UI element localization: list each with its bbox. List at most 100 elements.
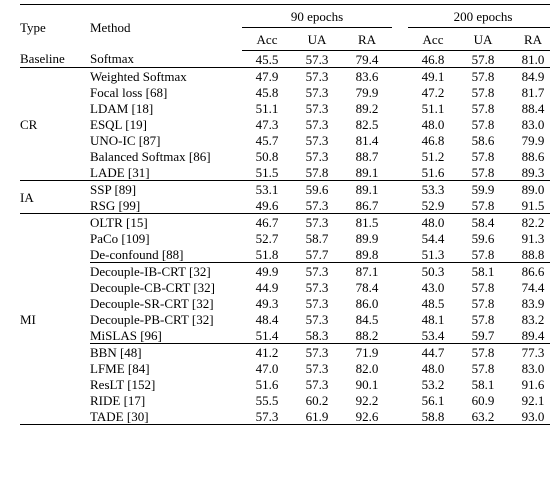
table-body: Baseline Softmax 45.5 57.3 79.4 46.8 57.8 81.0 C… [20,51,550,425]
row-method: TADE [30] [90,408,149,424]
table-row: Baseline Softmax 45.5 57.3 79.4 46.8 57.8 81.0 [20,51,550,68]
cell-acc-200: 48.0 [421,360,445,376]
col-header-ra: RA [508,27,550,51]
cell-ua-200: 57.8 [471,197,495,213]
row-method: BBN [48] [90,343,242,360]
cell-ra-200: 82.2 [508,213,550,230]
cell-ua-200: 59.7 [471,327,495,343]
table-row: Balanced Softmax [86] 50.8 57.3 88.7 51.2 57.… [20,148,550,164]
col-header-ua: UA [292,27,342,51]
cell-ua-200: 59.9 [458,180,508,197]
cell-ua-90: 57.7 [305,246,329,262]
table-row: Decouple-IB-CRT [32] 49.9 57.3 87.1 50.3 58.1… [20,262,550,279]
cell-acc-200: 56.1 [421,392,445,408]
cell-ra-90: 89.8 [355,246,379,262]
cell-ua-200: 57.8 [471,51,495,67]
row-type-label: CR [20,67,90,181]
row-method: Decouple-PB-CRT [32] [90,311,214,327]
cell-ra-200: 92.1 [521,392,545,408]
cell-acc-200: 48.5 [421,295,445,311]
group-200-epochs-header: 200 epochs [408,4,550,28]
cell-ra-200: 89.4 [521,327,545,343]
table-header: Type Method 90 epochs 200 epochs Acc UA … [20,4,550,51]
cell-ua-200: 57.8 [471,279,495,295]
cell-acc-90: 48.4 [255,311,279,327]
cell-acc-200: 51.3 [421,246,445,262]
cell-acc-90: 51.1 [255,100,279,116]
table-row: LADE [31] 51.5 57.8 89.1 51.6 57.8 89.3 [20,164,550,181]
cell-ra-90: 92.2 [355,392,379,408]
cell-ua-90: 57.3 [305,51,329,67]
cell-ra-90: 86.0 [355,295,379,311]
cell-acc-90: 51.8 [255,246,279,262]
row-method: SSP [89] [90,180,242,197]
cell-ra-200: 88.8 [521,246,545,262]
cell-ua-200: 57.8 [471,84,495,100]
cell-acc-200: 53.2 [421,376,445,392]
row-method: Softmax [90,51,135,67]
cell-ua-90: 57.3 [292,213,342,230]
row-method: Balanced Softmax [86] [90,148,211,164]
cell-ua-200: 58.4 [458,213,508,230]
col-header-acc: Acc [242,27,292,51]
cell-ra-90: 89.9 [355,230,379,246]
cell-ua-200: 57.8 [458,67,508,84]
cell-ra-90: 71.9 [342,343,392,360]
cell-acc-200: 47.2 [421,84,445,100]
row-method: Decouple-SR-CRT [32] [90,295,214,311]
cell-acc-200: 46.8 [421,132,445,148]
cell-ra-200: 79.9 [521,132,545,148]
cell-acc-90: 50.8 [255,148,279,164]
results-table: Type Method 90 epochs 200 epochs Acc UA … [20,4,550,425]
table-row: De-confound [88] 51.8 57.7 89.8 51.3 57.8 88.8 [20,246,550,263]
cell-acc-200: 51.2 [421,148,445,164]
cell-ua-200: 58.6 [471,132,495,148]
cell-ua-90: 57.3 [292,343,342,360]
row-method: Focal loss [68] [90,84,168,100]
table-row: UNO-IC [87] 45.7 57.3 81.4 46.8 58.6 79.9 [20,132,550,148]
row-method: OLTR [15] [90,213,242,230]
cell-ra-200: 83.2 [521,311,545,327]
cell-acc-200: 51.6 [421,164,445,180]
cell-ra-90: 86.7 [355,197,379,213]
cell-ra-90: 79.4 [355,51,379,67]
cell-acc-200: 43.0 [421,279,445,295]
cell-ua-90: 57.3 [292,262,342,279]
cell-ra-90: 89.2 [355,100,379,116]
cell-ra-200: 83.9 [521,295,545,311]
cell-ra-200: 91.6 [521,376,545,392]
cell-ra-200: 81.7 [521,84,545,100]
cell-ra-200: 84.9 [508,67,550,84]
cell-acc-200: 48.1 [421,311,445,327]
cell-acc-200: 48.0 [421,116,445,132]
table-row: RSG [99] 49.6 57.3 86.7 52.9 57.8 91.5 [20,197,550,214]
cell-ra-200: 91.3 [521,230,545,246]
table-row: IA SSP [89] 53.1 59.6 89.1 53.3 59.9 89.0 [20,180,550,214]
cell-ua-200: 57.8 [471,164,495,180]
cell-ra-90: 82.5 [355,116,379,132]
cell-ua-90: 57.3 [305,148,329,164]
cell-ua-200: 57.8 [471,246,495,262]
cell-acc-90: 57.3 [255,408,279,424]
table-row: RIDE [17] 55.5 60.2 92.2 56.1 60.9 92.1 [20,392,550,408]
method-header: Method [90,20,131,36]
cell-ra-200: 89.3 [521,164,545,180]
cell-ua-200: 63.2 [471,408,495,424]
cell-acc-90: 49.6 [255,197,279,213]
col-header-ua: UA [458,27,508,51]
cell-ua-90: 57.3 [305,197,329,213]
cell-ra-90: 81.5 [342,213,392,230]
cell-ua-200: 59.6 [471,230,495,246]
table-row: MiSLAS [96] 51.4 58.3 88.2 53.4 59.7 89.4 [20,327,550,344]
cell-ra-200: 83.0 [521,360,545,376]
row-method: RIDE [17] [90,392,146,408]
table-row: LDAM [18] 51.1 57.3 89.2 51.1 57.8 88.4 [20,100,550,116]
cell-ra-90: 88.2 [355,327,379,343]
col-header-acc: Acc [408,27,458,51]
cell-ua-90: 57.8 [305,164,329,180]
cell-ua-200: 57.8 [471,311,495,327]
cell-ra-90: 87.1 [342,262,392,279]
table-row: MI OLTR [15] 46.7 57.3 81.5 48.0 58.4 82.2 [20,213,550,425]
cell-acc-90: 55.5 [255,392,279,408]
row-method: Decouple-CB-CRT [32] [90,279,215,295]
